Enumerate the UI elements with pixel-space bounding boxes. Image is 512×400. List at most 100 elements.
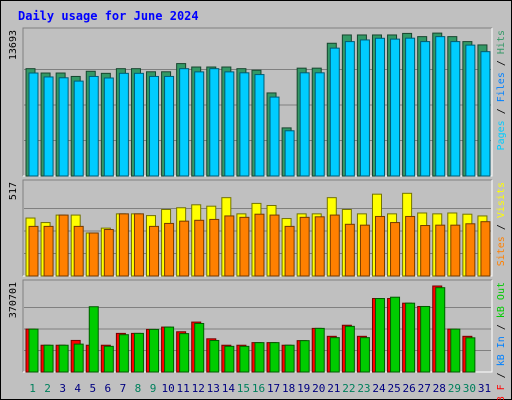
bar-files-day-18 bbox=[284, 130, 295, 177]
bar-files-day-13 bbox=[209, 68, 220, 177]
x-tick-label-day-7: 7 bbox=[120, 382, 127, 395]
x-tick-label-day-1: 1 bbox=[29, 382, 36, 395]
axis-label-right: Pages / Files / Hits bbox=[496, 30, 507, 150]
bar-sites-day-20 bbox=[314, 216, 325, 277]
bar-kb-out-day-23 bbox=[359, 337, 370, 373]
x-tick-label-day-20: 20 bbox=[312, 382, 325, 395]
axis-label-separator: / bbox=[496, 102, 507, 120]
x-tick-label-day-11: 11 bbox=[177, 382, 190, 395]
bar-files-day-31 bbox=[480, 51, 491, 177]
bar-kb-out-day-13 bbox=[209, 339, 220, 373]
bar-kb-out-day-16 bbox=[254, 342, 265, 373]
bar-kb-out-day-27 bbox=[420, 305, 431, 373]
bar-files-day-21 bbox=[329, 47, 340, 177]
bar-files-day-11 bbox=[179, 68, 190, 177]
bar-sites-day-16 bbox=[254, 213, 265, 277]
x-tick-label-day-2: 2 bbox=[44, 382, 51, 395]
bar-sites-day-19 bbox=[299, 216, 310, 277]
x-tick-label-day-28: 28 bbox=[433, 382, 446, 395]
chart-title: Daily usage for June 2024 bbox=[18, 9, 199, 23]
x-tick-label-day-23: 23 bbox=[357, 382, 370, 395]
bar-sites-day-7 bbox=[118, 213, 129, 277]
bar-sites-day-23 bbox=[359, 224, 370, 277]
x-tick-label-day-19: 19 bbox=[297, 382, 310, 395]
bar-files-day-12 bbox=[194, 71, 205, 177]
axis-label-pages: Pages bbox=[496, 120, 507, 150]
bar-files-day-22 bbox=[344, 41, 355, 177]
x-tick-label-day-30: 30 bbox=[463, 382, 476, 395]
bar-kb-out-day-3 bbox=[58, 344, 69, 373]
bar-kb-out-day-15 bbox=[239, 345, 250, 373]
bar-sites-day-3 bbox=[58, 214, 69, 277]
axis-label-visits: Visits bbox=[496, 182, 507, 218]
bar-sites-day-31 bbox=[480, 221, 491, 277]
axis-label-right: kB F / kB In / kB Out bbox=[496, 282, 507, 400]
bar-sites-day-13 bbox=[209, 218, 220, 277]
bar-sites-day-2 bbox=[43, 225, 54, 277]
bar-files-day-26 bbox=[405, 37, 416, 177]
bar-sites-day-24 bbox=[374, 215, 385, 277]
bar-files-day-5 bbox=[88, 75, 99, 177]
bar-kb-out-day-2 bbox=[43, 344, 54, 373]
x-tick-label-day-27: 27 bbox=[418, 382, 431, 395]
bar-kb-out-day-12 bbox=[194, 322, 205, 373]
bar-kb-out-day-9 bbox=[149, 328, 160, 373]
axis-label-hits: Hits bbox=[496, 30, 507, 54]
axis-label-separator: / bbox=[496, 318, 507, 336]
x-tick-label-day-16: 16 bbox=[252, 382, 265, 395]
bar-sites-day-29 bbox=[450, 224, 461, 277]
bar-sites-day-1 bbox=[28, 225, 39, 277]
x-tick-label-day-29: 29 bbox=[448, 382, 461, 395]
x-tick-label-day-4: 4 bbox=[74, 382, 81, 395]
x-tick-label-day-8: 8 bbox=[135, 382, 142, 395]
bar-kb-out-day-14 bbox=[224, 345, 235, 373]
bar-sites-day-9 bbox=[149, 225, 160, 277]
bar-sites-day-27 bbox=[420, 225, 431, 277]
bar-files-day-3 bbox=[58, 77, 69, 177]
bar-kb-out-day-11 bbox=[179, 333, 190, 373]
bar-files-day-28 bbox=[435, 36, 446, 177]
bar-files-day-1 bbox=[28, 72, 39, 177]
x-tick-label-day-21: 21 bbox=[327, 382, 340, 395]
bar-files-day-30 bbox=[465, 44, 476, 177]
bar-kb-out-day-7 bbox=[118, 334, 129, 373]
bar-sites-day-21 bbox=[329, 214, 340, 277]
bar-kb-out-day-19 bbox=[299, 340, 310, 373]
bar-sites-day-10 bbox=[164, 222, 175, 277]
bar-sites-day-5 bbox=[88, 232, 99, 277]
bar-kb-out-day-6 bbox=[103, 345, 114, 373]
bar-kb-out-day-21 bbox=[329, 337, 340, 373]
max-value-label: 370701 bbox=[8, 282, 19, 318]
axis-label-kb-in: kB In bbox=[496, 336, 507, 366]
bar-sites-day-14 bbox=[224, 215, 235, 277]
x-tick-label-day-14: 14 bbox=[222, 382, 236, 395]
bar-kb-out-day-28 bbox=[435, 287, 446, 373]
x-tick-label-day-13: 13 bbox=[207, 382, 220, 395]
axis-label-separator: / bbox=[496, 366, 507, 384]
bar-files-day-16 bbox=[254, 74, 265, 177]
x-tick-label-day-15: 15 bbox=[237, 382, 250, 395]
bar-files-day-17 bbox=[269, 96, 280, 177]
bar-files-day-27 bbox=[420, 41, 431, 177]
x-tick-label-day-25: 25 bbox=[387, 382, 400, 395]
bar-kb-out-day-25 bbox=[390, 296, 401, 373]
x-tick-label-day-18: 18 bbox=[282, 382, 295, 395]
bar-sites-day-30 bbox=[465, 223, 476, 277]
x-tick-label-day-6: 6 bbox=[105, 382, 112, 395]
max-value-label: 13693 bbox=[8, 30, 19, 60]
hits-panel: 13693 Pages / Files / Hits bbox=[8, 27, 507, 177]
x-tick-label-day-5: 5 bbox=[89, 382, 96, 395]
axis-label-sites: Sites bbox=[496, 236, 507, 266]
bar-files-day-2 bbox=[43, 76, 54, 177]
bar-kb-out-day-18 bbox=[284, 344, 295, 373]
panel-border-dark bbox=[22, 179, 492, 276]
bar-files-day-14 bbox=[224, 71, 235, 177]
sites-panel: 517 Sites / Visits bbox=[8, 179, 507, 277]
bar-files-day-6 bbox=[103, 77, 114, 177]
bar-files-day-25 bbox=[390, 38, 401, 177]
bar-files-day-8 bbox=[133, 72, 144, 177]
kbytes-panel: 370701 kB F / kB In / kB Out bbox=[8, 279, 507, 400]
bar-files-day-20 bbox=[314, 72, 325, 177]
bar-kb-out-day-20 bbox=[314, 327, 325, 373]
